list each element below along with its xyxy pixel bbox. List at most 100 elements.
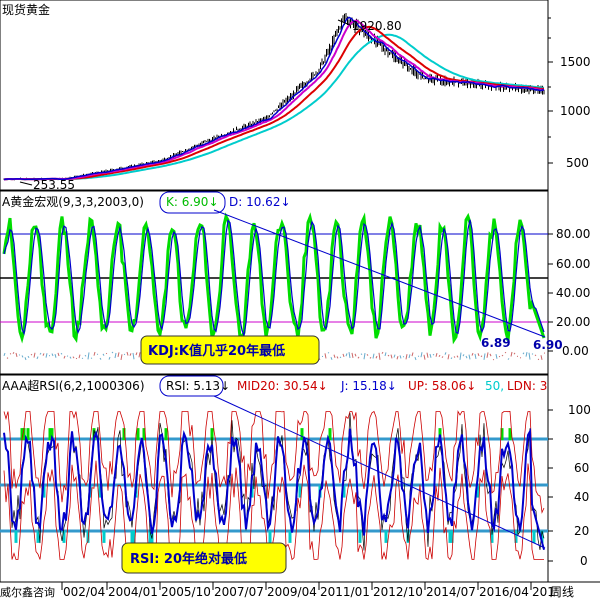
kdj-noise	[360, 353, 363, 356]
kdj-noise	[459, 352, 462, 360]
d-value-label: D: 10.62↓	[229, 195, 291, 209]
kdj-noise	[468, 354, 471, 360]
kdj-noise	[486, 352, 489, 358]
rsi-tick-40: 40	[574, 490, 589, 504]
kdj-noise	[420, 352, 423, 358]
kdj-noise	[27, 355, 30, 359]
kdj-noise	[489, 353, 492, 357]
kdj-noise	[30, 353, 33, 356]
kdj-noise	[39, 352, 42, 355]
kdj-noise	[63, 355, 66, 359]
kdj-noise	[423, 354, 426, 360]
x-tick-3: 2007/07	[214, 585, 264, 599]
rsi-value-label: RSI: 5.13↓	[166, 379, 230, 393]
kdj-noise	[336, 356, 339, 359]
rsi-annotation: RSI: 20年绝对最低	[130, 551, 247, 567]
rsi-lower-band	[3, 460, 544, 561]
k-label-box	[159, 191, 226, 214]
price-tick-1000: 1000	[560, 104, 591, 118]
kdj-noise	[381, 351, 384, 354]
kdj-noise	[3, 352, 6, 356]
kdj-noise	[24, 357, 27, 361]
kdj-annotation-box	[140, 335, 320, 365]
rsi-tick-80: 80	[574, 432, 589, 446]
rsi-upper-band	[3, 410, 545, 514]
kdj-noise	[78, 354, 81, 359]
x-tick-7: 2014/07	[426, 585, 476, 599]
kdj-noise	[108, 356, 111, 360]
kdj-noise	[462, 354, 465, 357]
kdj-noise	[330, 357, 333, 360]
price-panel-frame	[0, 0, 549, 191]
kdj-noise	[495, 353, 498, 359]
kdj-noise	[528, 352, 531, 360]
kdj-noise	[15, 352, 18, 357]
peak-pointer	[337, 19, 351, 26]
kdj-noise	[522, 352, 525, 355]
kdj-noise	[51, 353, 54, 357]
d-line	[3, 219, 545, 338]
fifty-label: 50,	[485, 379, 504, 393]
kdj-noise	[375, 355, 378, 359]
kdj-axis-ticks: 80.00 60.00 40.00 20.00 0.00	[548, 227, 590, 358]
kdj-noise	[411, 352, 414, 357]
kdj-trendline	[213, 209, 546, 338]
kdj-noise	[60, 352, 63, 355]
kdj-noise	[339, 356, 342, 359]
k-line	[2, 212, 546, 345]
kdj-tick-0: 0.00	[562, 344, 589, 358]
low-pointer	[19, 181, 33, 186]
kdj-noise	[357, 356, 360, 359]
kdj-noise	[21, 355, 24, 358]
kdj-noise	[444, 352, 447, 355]
kdj-noise	[102, 353, 105, 356]
kdj-noise	[87, 352, 90, 360]
kdj-point-label-1: 6.89	[481, 336, 511, 350]
ma-mid-line	[3, 19, 545, 181]
kdj-noise	[477, 353, 480, 357]
kdj-tick-40: 40.00	[556, 286, 590, 300]
kdj-noise	[432, 353, 435, 356]
rsi-tick-60: 60	[574, 461, 589, 475]
kdj-noise	[465, 355, 468, 359]
x-tick-9: 201	[532, 585, 555, 599]
kdj-noise	[471, 352, 474, 356]
kdj-noise	[354, 353, 357, 357]
kdj-tick-20: 20.00	[556, 315, 590, 329]
kdj-noise	[501, 354, 504, 357]
kdj-noise	[132, 352, 135, 360]
kdj-noise	[390, 354, 393, 359]
kdj-noise	[99, 357, 102, 360]
kdj-annotation: KDJ:K值几乎20年最低	[148, 343, 285, 359]
kdj-noise	[348, 352, 351, 359]
rsi-trendline	[213, 395, 546, 549]
ma-short-line	[3, 16, 545, 181]
kdj-noise	[408, 354, 411, 359]
kdj-noise	[507, 358, 510, 360]
kdj-noise	[54, 353, 57, 358]
kdj-noise	[72, 356, 75, 359]
kdj-noise	[366, 354, 369, 356]
period-label: 周线	[550, 585, 574, 599]
kdj-noise	[57, 352, 60, 357]
kdj-noise	[387, 354, 390, 357]
kdj-noise	[480, 355, 483, 358]
kdj-noise	[378, 352, 381, 360]
kdj-noise	[345, 353, 348, 357]
kdj-noise	[474, 353, 477, 359]
kdj-noise	[438, 354, 441, 358]
peak-label: 1920.80	[352, 19, 402, 33]
kdj-tick-60: 60.00	[556, 257, 590, 271]
rsi-label-box	[159, 375, 224, 397]
price-tick-1500: 1500	[560, 55, 591, 69]
kdj-noise	[45, 353, 48, 358]
ldn-label: LDN: 3	[507, 379, 547, 393]
kdj-noise	[372, 353, 375, 359]
x-axis-ticks: 002/04 2004/01 2005/10 2007/07 2009/04 2…	[61, 582, 555, 599]
rsi-plot	[3, 410, 545, 561]
kdj-noise	[129, 353, 132, 356]
rsi-tick-100: 100	[568, 403, 591, 417]
rsi-tick-0: 0	[580, 554, 588, 568]
price-plot	[3, 12, 545, 181]
